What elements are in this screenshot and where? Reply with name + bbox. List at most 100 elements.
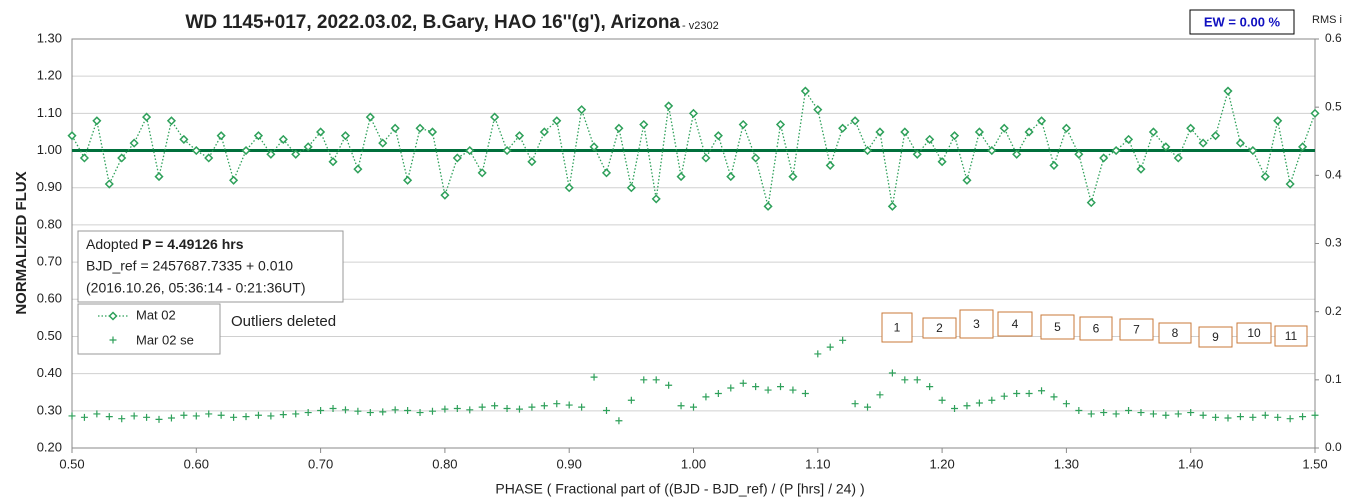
point [1235, 138, 1245, 148]
point [553, 400, 561, 408]
point [801, 389, 809, 397]
point [254, 411, 262, 419]
point [1161, 142, 1171, 152]
point [118, 415, 126, 423]
point [1260, 172, 1270, 182]
point [403, 175, 413, 185]
point [702, 393, 710, 401]
ew-label: EW = 0.00 % [1204, 14, 1281, 29]
point [713, 131, 723, 141]
point [366, 409, 374, 417]
point [1036, 116, 1047, 126]
point [690, 403, 697, 411]
marker-box [881, 312, 913, 343]
marker-box [922, 317, 957, 339]
marker-box [1236, 322, 1272, 344]
point [191, 145, 201, 156]
point [926, 383, 934, 391]
y-label: NORMALIZED FLUX [13, 171, 30, 314]
point [1174, 410, 1182, 418]
point [427, 127, 438, 137]
point [390, 123, 400, 133]
point [1198, 138, 1208, 148]
point [1187, 409, 1195, 417]
point [130, 412, 138, 420]
point [1025, 389, 1033, 397]
point [1273, 116, 1283, 126]
point [900, 127, 910, 137]
point [1223, 86, 1233, 96]
marker-label: 6 [1093, 322, 1100, 336]
point [876, 391, 884, 399]
marker-label: 9 [1212, 330, 1219, 344]
point [1125, 407, 1133, 415]
point [465, 145, 475, 156]
point [963, 402, 971, 410]
point [601, 168, 612, 178]
point [1173, 153, 1183, 163]
point [701, 153, 711, 163]
y2-tick-label: 0.3 [1325, 236, 1342, 250]
y2-tick-label: 0.0 [1325, 440, 1342, 454]
info-box [77, 230, 344, 303]
marker-box [1274, 325, 1308, 347]
legend-label: Mar 02 se [136, 332, 194, 347]
point [217, 411, 225, 419]
point [974, 127, 984, 137]
point [640, 376, 648, 384]
y-tick-label: 1.10 [37, 105, 62, 120]
point [415, 123, 425, 133]
point [688, 108, 699, 118]
point [825, 160, 835, 170]
point [838, 123, 848, 133]
point [590, 373, 598, 381]
x-tick-label: 1.50 [1302, 456, 1327, 471]
point [1186, 123, 1196, 133]
point [626, 183, 636, 193]
point [1248, 145, 1258, 156]
point [391, 406, 399, 414]
marker-box [959, 309, 994, 339]
point [216, 131, 226, 141]
point [1236, 413, 1244, 421]
point [1249, 413, 1257, 421]
point [1199, 411, 1207, 419]
point [539, 127, 549, 137]
point [1000, 392, 1008, 400]
legend-marker [108, 311, 118, 321]
x-tick-label: 0.90 [557, 456, 582, 471]
marker-box [1198, 326, 1233, 348]
point [528, 403, 536, 411]
legend-label: Mat 02 [136, 307, 176, 322]
point [515, 405, 523, 413]
point [378, 138, 388, 148]
point [1212, 413, 1220, 421]
info-line: (2016.10.26, 05:36:14 - 0:21:36UT) [86, 280, 305, 296]
point [1049, 160, 1059, 170]
point [104, 179, 114, 189]
point [1062, 400, 1070, 408]
info-text: Adopted [86, 236, 138, 252]
point [229, 175, 239, 185]
point [1123, 134, 1134, 144]
marker-label: 2 [936, 321, 943, 335]
marker-label: 3 [973, 317, 980, 331]
point [962, 175, 972, 185]
info-line: Adopted P = 4.49126 hrs [86, 236, 244, 252]
marker-box [1119, 318, 1154, 341]
marker-label: 7 [1133, 323, 1140, 337]
y-tick-label: 0.40 [37, 365, 62, 380]
point [253, 131, 264, 141]
point [888, 369, 896, 377]
point [278, 134, 288, 144]
point [913, 376, 921, 384]
point [751, 153, 761, 163]
point [738, 119, 748, 130]
point [167, 414, 175, 422]
x-tick-label: 1.40 [1178, 456, 1203, 471]
point [404, 407, 412, 415]
y2-tick-label: 0.5 [1325, 99, 1342, 113]
point [1310, 108, 1320, 118]
y-tick-label: 1.00 [37, 142, 62, 157]
point [1137, 409, 1145, 417]
